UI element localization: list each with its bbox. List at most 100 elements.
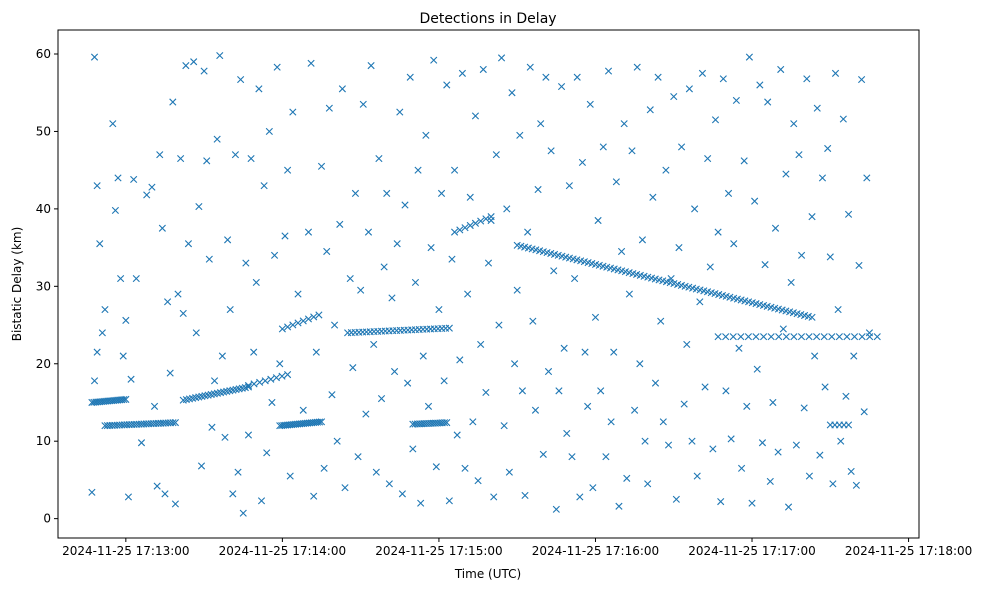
data-point [375, 154, 383, 163]
data-point [771, 224, 780, 232]
data-point [256, 378, 264, 386]
data-point [573, 73, 581, 81]
data-point [111, 206, 119, 215]
data-point [565, 182, 573, 190]
data-point [828, 333, 836, 341]
data-point [450, 228, 459, 236]
data-point [294, 319, 302, 327]
data-point [289, 321, 297, 329]
data-point [518, 387, 527, 395]
data-point [320, 464, 328, 472]
data-point [490, 493, 498, 501]
y-tick-label: 20 [36, 357, 51, 371]
data-point [323, 247, 331, 256]
data-point [166, 369, 174, 377]
data-point [511, 360, 519, 368]
data-point [842, 392, 850, 400]
data-point [638, 236, 647, 244]
data-point [662, 166, 670, 174]
data-point [150, 402, 159, 410]
data-point [800, 404, 808, 412]
data-point [531, 406, 540, 414]
data-point [205, 255, 213, 263]
data-point [456, 356, 464, 364]
data-point [544, 367, 553, 376]
data-point [852, 481, 860, 489]
data-point [711, 116, 720, 124]
data-point [547, 147, 555, 155]
data-point [568, 453, 576, 461]
data-point [270, 251, 279, 259]
data-point [404, 379, 412, 387]
data-point [865, 329, 874, 337]
data-point [844, 421, 853, 429]
data-point [602, 453, 610, 461]
data-point [148, 183, 156, 191]
data-point [808, 313, 816, 321]
data-point [315, 311, 323, 319]
data-point [677, 143, 686, 151]
data-point [260, 182, 268, 190]
data-point [414, 166, 422, 174]
data-point [362, 410, 370, 418]
data-point [790, 333, 798, 341]
data-point [117, 274, 125, 283]
data-point [795, 151, 803, 159]
data-point [664, 441, 673, 449]
data-point [594, 216, 602, 225]
data-point [503, 205, 511, 213]
data-point [127, 375, 135, 383]
data-point [286, 472, 294, 480]
data-point [244, 431, 253, 439]
data-point [333, 437, 341, 445]
data-point [508, 89, 516, 97]
data-point [477, 340, 485, 348]
data-point [743, 402, 751, 410]
data-point [310, 492, 318, 500]
data-point [659, 418, 667, 426]
data-point [775, 333, 783, 341]
data-point [612, 178, 620, 186]
data-point [563, 429, 571, 438]
data-point [448, 255, 456, 263]
x-axis: 2024-11-25 17:13:00 2024-11-25 17:14:00 20… [62, 538, 972, 558]
data-point [432, 463, 440, 471]
data-point [122, 395, 130, 403]
data-point [409, 445, 417, 453]
data-point [667, 274, 675, 283]
data-point [192, 329, 200, 337]
data-point [119, 352, 127, 360]
data-point [797, 333, 806, 341]
data-point [273, 63, 281, 71]
data-point [338, 85, 346, 93]
data-point [464, 290, 472, 298]
data-point [284, 166, 292, 174]
data-point [623, 474, 631, 482]
data-point [824, 144, 832, 153]
data-point [766, 477, 774, 486]
data-point [813, 104, 821, 112]
data-point [244, 383, 253, 391]
data-point [427, 244, 435, 252]
data-point [221, 433, 229, 441]
data-point [860, 408, 868, 416]
data-point [670, 93, 678, 101]
data-point [268, 398, 276, 407]
data-point [398, 490, 406, 498]
data-point [294, 290, 302, 298]
data-point [341, 484, 349, 492]
data-point [179, 309, 187, 318]
data-point [346, 274, 354, 283]
data-point [706, 263, 714, 271]
data-point [615, 502, 623, 510]
data-point [315, 418, 324, 426]
data-point [753, 365, 761, 373]
data-point [216, 51, 224, 60]
data-point [729, 333, 737, 341]
data-point [722, 387, 730, 395]
data-point [190, 58, 198, 66]
data-point [685, 85, 693, 93]
data-point [317, 162, 326, 170]
data-point [831, 69, 840, 77]
data-point [328, 391, 336, 399]
